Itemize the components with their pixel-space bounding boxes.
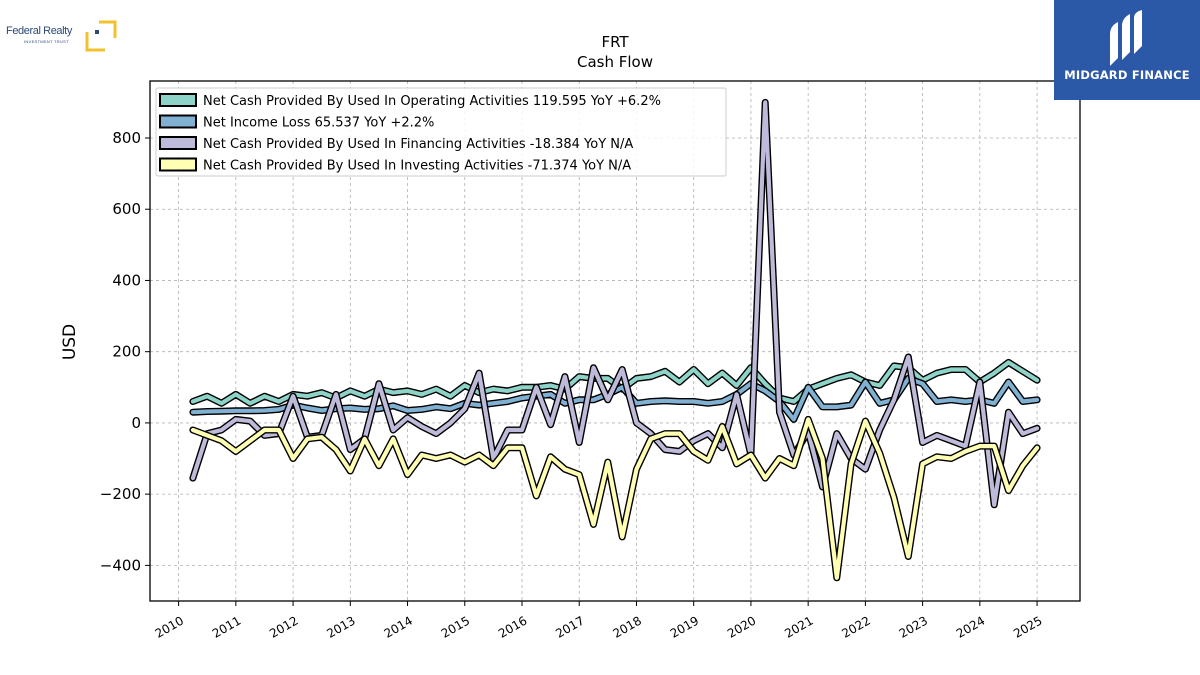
y-tick-label: 800 [112,129,141,147]
legend-box [155,87,727,177]
y-tick-label: 200 [112,343,141,361]
plot-frame [149,80,1081,602]
y-tick-label: −200 [100,485,141,503]
legend-entry: Net Income Loss 65.537 YoY +2.2% [203,116,434,131]
chart-subtitle: Cash Flow [577,53,653,71]
midgard-finance-emblem-icon [1110,10,1142,66]
y-axis-label: USD [60,324,80,360]
series-line [190,417,1040,580]
federal-realty-subtext: INVESTMENT TRUST [24,39,69,44]
midgard-finance-logo: MIDGARD FINANCE [1054,0,1200,100]
y-tick-label: 0 [131,414,141,432]
midgard-finance-name: MIDGARD FINANCE [1064,68,1190,82]
federal-realty-square-icon [85,20,117,52]
series-lines [189,98,1041,582]
legend-entry: Net Cash Provided By Used In Investing A… [203,159,631,174]
series-3 [189,415,1041,582]
y-tick-label: 600 [112,200,141,218]
series-line [190,100,1040,507]
chart-title: FRT [601,33,629,51]
legend-swatch [159,136,197,150]
y-tick-label: −400 [100,556,141,574]
legend: Net Cash Provided By Used In Operating A… [155,87,727,177]
y-tick-label: 400 [112,271,141,289]
legend-entry: Net Cash Provided By Used In Operating A… [203,94,661,109]
federal-realty-logo: Federal Realty INVESTMENT TRUST [6,16,118,56]
legend-entry: Net Cash Provided By Used In Financing A… [203,137,633,152]
series-2 [189,98,1041,509]
legend-swatch [159,114,197,129]
y-axis: −400 −200 0 200 400 600 800 [100,129,150,574]
federal-realty-name: Federal Realty [6,25,72,37]
legend-swatch [159,93,197,107]
legend-swatch [159,157,197,172]
